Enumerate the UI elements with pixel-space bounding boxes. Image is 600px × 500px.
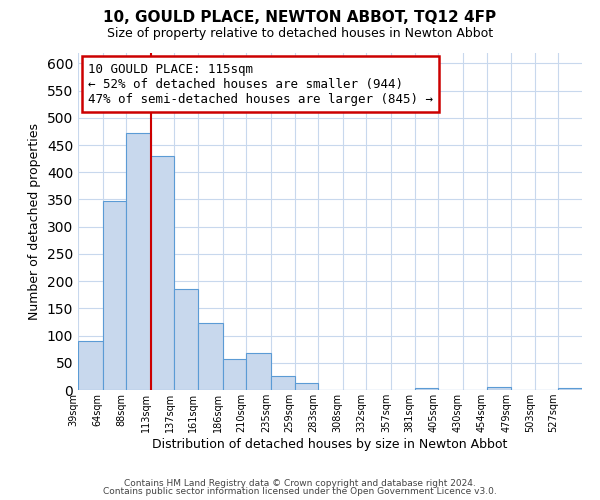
Bar <box>103 201 126 390</box>
Bar <box>126 133 151 390</box>
Bar <box>247 353 271 390</box>
Bar <box>78 341 103 390</box>
Bar <box>223 359 247 390</box>
Bar <box>151 156 175 390</box>
Bar <box>198 322 223 390</box>
Bar <box>295 383 318 390</box>
Text: Contains HM Land Registry data © Crown copyright and database right 2024.: Contains HM Land Registry data © Crown c… <box>124 478 476 488</box>
X-axis label: Distribution of detached houses by size in Newton Abbot: Distribution of detached houses by size … <box>152 438 508 451</box>
Y-axis label: Number of detached properties: Number of detached properties <box>28 122 41 320</box>
Bar <box>175 289 198 390</box>
Text: 10, GOULD PLACE, NEWTON ABBOT, TQ12 4FP: 10, GOULD PLACE, NEWTON ABBOT, TQ12 4FP <box>103 10 497 25</box>
Text: 10 GOULD PLACE: 115sqm
← 52% of detached houses are smaller (944)
47% of semi-de: 10 GOULD PLACE: 115sqm ← 52% of detached… <box>88 62 433 106</box>
Bar <box>487 388 511 390</box>
Bar <box>271 376 295 390</box>
Bar <box>415 388 438 390</box>
Text: Contains public sector information licensed under the Open Government Licence v3: Contains public sector information licen… <box>103 487 497 496</box>
Text: Size of property relative to detached houses in Newton Abbot: Size of property relative to detached ho… <box>107 28 493 40</box>
Bar <box>559 388 582 390</box>
